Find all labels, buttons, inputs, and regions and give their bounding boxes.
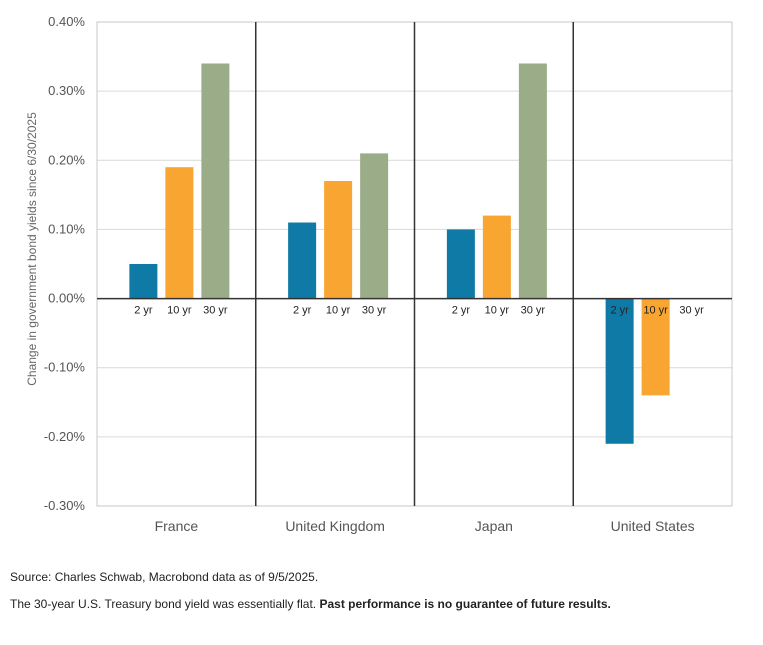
bar [324, 181, 353, 299]
bar-series-label: 2 yr [452, 305, 471, 317]
bar-series-label: 30 yr [521, 305, 546, 317]
y-tick-label: 0.00% [48, 291, 85, 306]
bar-series-label: 2 yr [134, 305, 153, 317]
source-note: Source: Charles Schwab, Macrobond data a… [10, 570, 319, 584]
disclaimer-note: The 30-year U.S. Treasury bond yield was… [10, 597, 611, 611]
bar [129, 264, 158, 299]
y-tick-label: 0.10% [48, 221, 85, 236]
bar-series-label: 10 yr [643, 305, 668, 317]
bar-series-label: 10 yr [326, 305, 351, 317]
y-tick-label: -0.30% [44, 498, 86, 513]
bar [446, 229, 475, 299]
bond-yield-chart: 0.40% 0.30% 0.20% 0.10% 0.00% -0.10% -0.20% -0.… [25, 14, 733, 534]
category-label: United Kingdom [285, 518, 385, 534]
bar [165, 167, 194, 299]
bar-series-label: 30 yr [203, 305, 228, 317]
bar-series-label: 2 yr [293, 305, 312, 317]
bar-series-label: 2 yr [610, 305, 629, 317]
bar-series-label: 10 yr [485, 305, 510, 317]
y-tick-label: 0.20% [48, 152, 85, 167]
bar [288, 222, 317, 299]
bar [641, 298, 670, 396]
disclaimer-plain: The 30-year U.S. Treasury bond yield was… [10, 597, 320, 611]
bar [360, 153, 389, 299]
category-label: France [155, 518, 199, 534]
y-tick-label: 0.40% [48, 14, 85, 29]
category-label: United States [611, 518, 695, 534]
y-tick-label: -0.20% [44, 429, 86, 444]
bar [518, 63, 547, 299]
bar [482, 215, 511, 299]
bar-series-label: 30 yr [362, 305, 387, 317]
y-tick-label: -0.10% [44, 360, 86, 375]
category-label: Japan [475, 518, 513, 534]
disclaimer-bold: Past performance is no guarantee of futu… [319, 597, 611, 611]
y-axis-title: Change in government bond yields since 6… [25, 112, 39, 386]
bar [201, 63, 230, 299]
bar-series-label: 10 yr [167, 305, 192, 317]
bar [605, 298, 634, 444]
y-tick-label: 0.30% [48, 83, 85, 98]
bar-series-label: 30 yr [679, 305, 704, 317]
